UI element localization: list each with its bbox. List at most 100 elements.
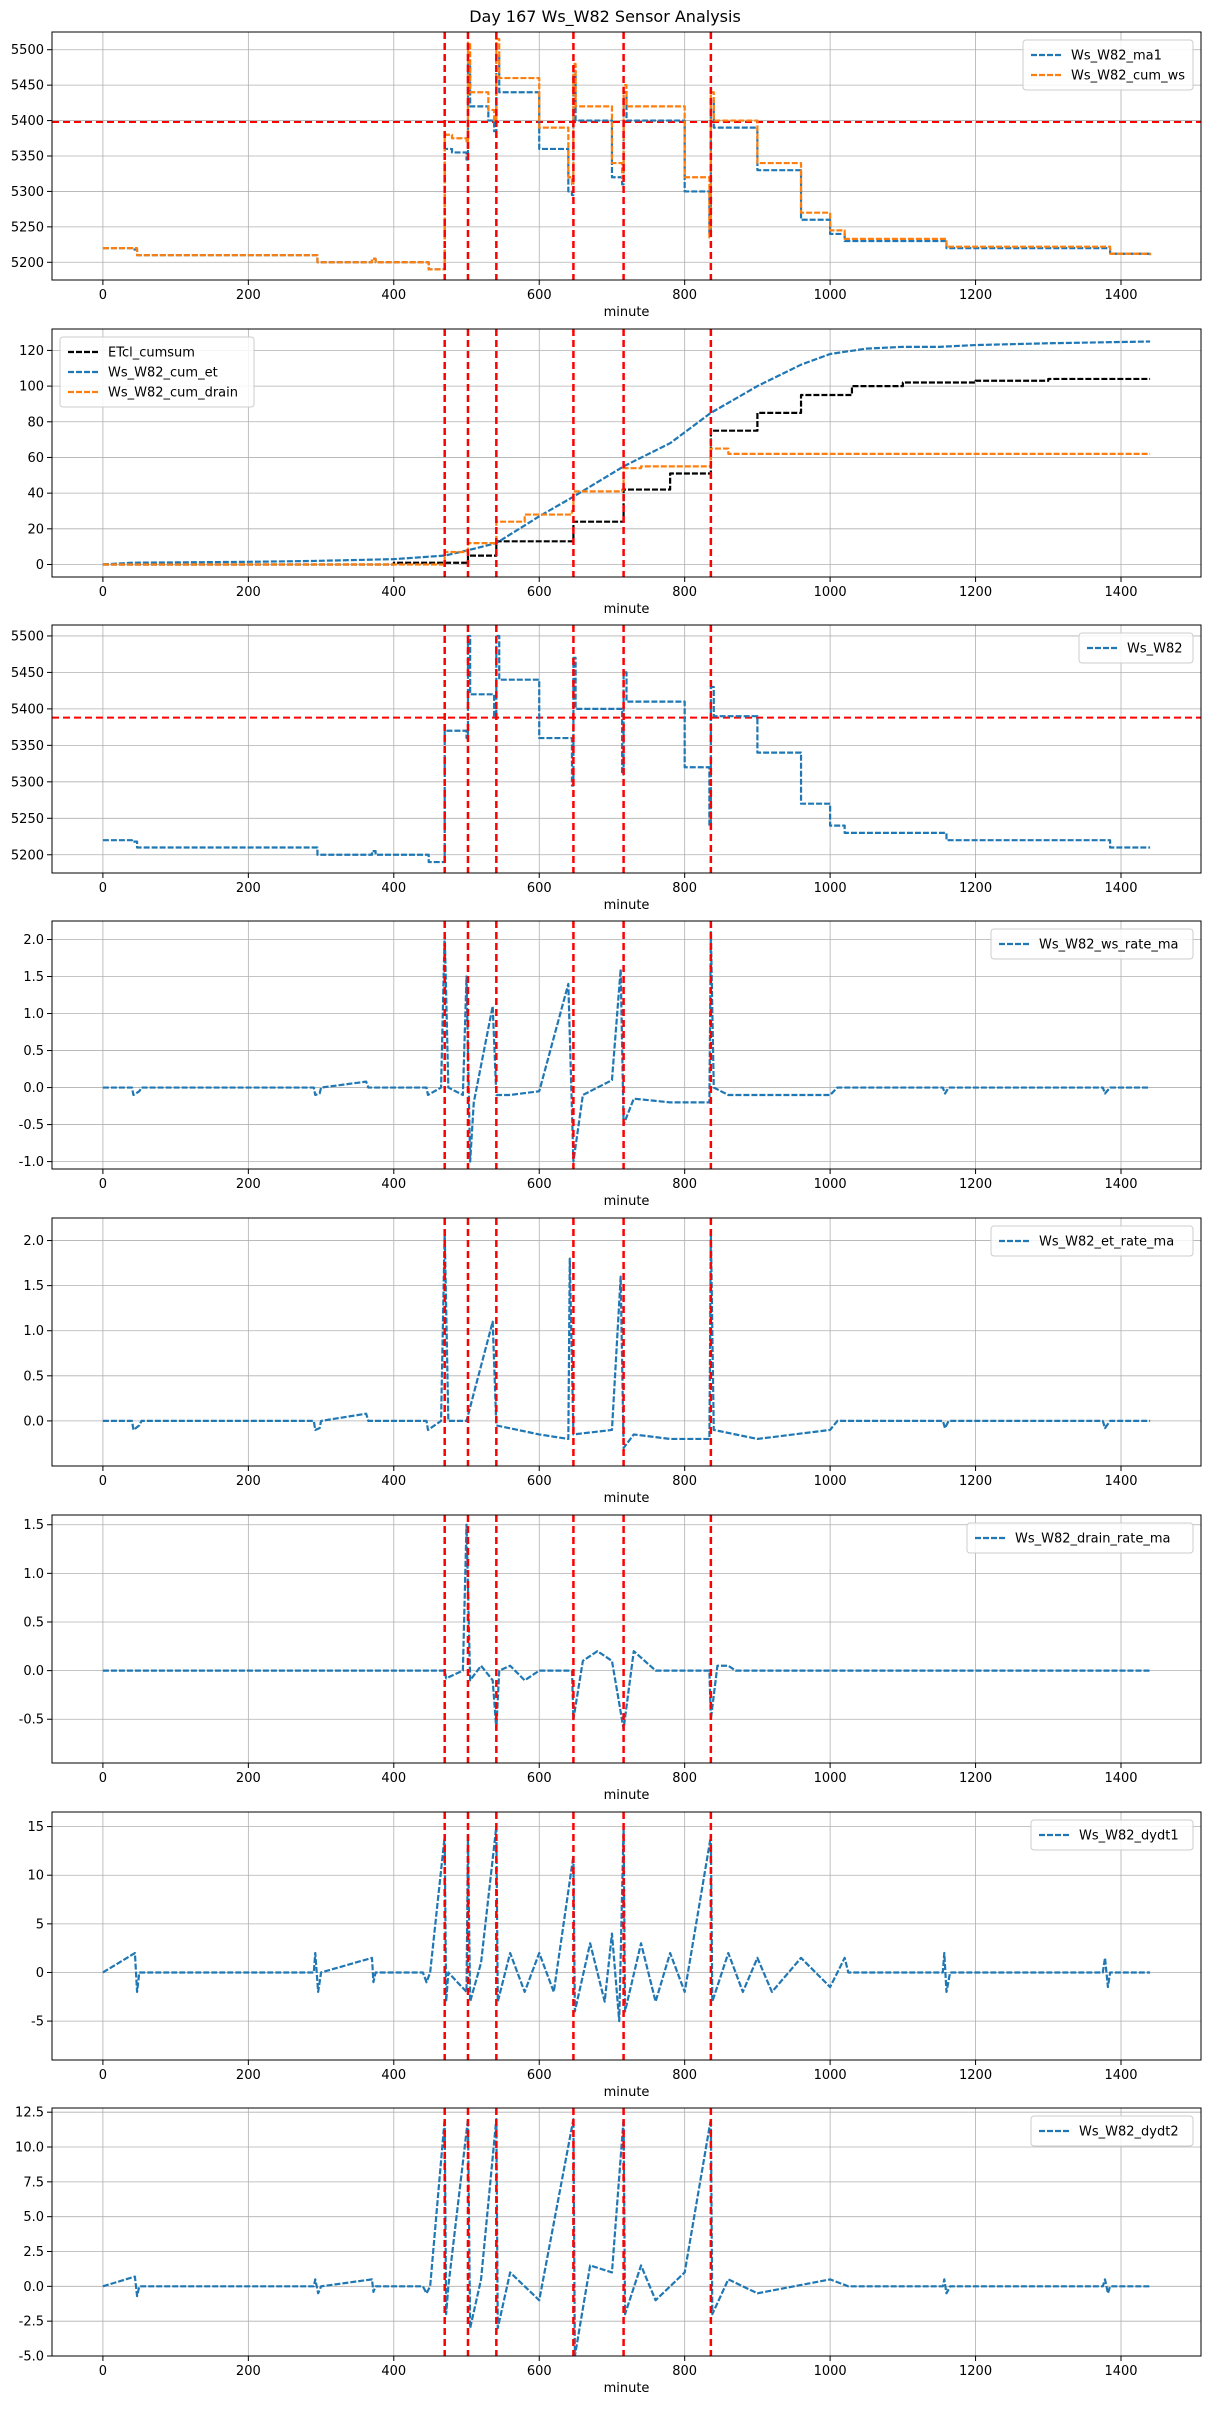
legend: Ws_W82_et_rate_ma bbox=[990, 1225, 1194, 1257]
y-tick-label: 5450 bbox=[11, 79, 44, 94]
y-tick-label: 5350 bbox=[11, 739, 44, 754]
y-tick-label: 1.5 bbox=[23, 1279, 44, 1294]
x-tick-label: 400 bbox=[381, 1177, 406, 1192]
x-tick-label: 1400 bbox=[1104, 2364, 1137, 2379]
y-tick-label: 0.0 bbox=[23, 1414, 44, 1429]
x-tick-label: 200 bbox=[236, 2364, 261, 2379]
y-tick-label: 2.0 bbox=[23, 1234, 44, 1249]
chart-panel-8: 0 200 400 600 800 1000 1200 1400 -5.0 -2.5 0.0 2.5 5… bbox=[15, 2106, 1202, 2396]
y-tick-label: 2.5 bbox=[23, 2245, 44, 2260]
chart-panel-2: 0 200 400 600 800 1000 1200 1400 0 20 40 60 80 100 120… bbox=[19, 328, 1202, 617]
legend: Ws_W82_ws_rate_ma bbox=[990, 928, 1194, 960]
y-tick-label: 5200 bbox=[11, 256, 44, 271]
legend-label: Ws_W82_et_rate_ma bbox=[1039, 1235, 1174, 1250]
x-tick-label: 1400 bbox=[1104, 585, 1137, 600]
x-tick-label: 800 bbox=[672, 585, 697, 600]
x-tick-label: 400 bbox=[381, 881, 406, 896]
x-tick-label: 600 bbox=[527, 881, 552, 896]
y-tick-label: 5.0 bbox=[23, 2210, 44, 2225]
y-tick-label: 5250 bbox=[11, 812, 44, 827]
x-tick-label: 600 bbox=[527, 1771, 552, 1786]
legend: Ws_W82 bbox=[1078, 632, 1194, 664]
series-line-Ws_W82_ws_rate_ma bbox=[102, 931, 1151, 1163]
y-tick-label: -0.5 bbox=[19, 1118, 44, 1133]
x-axis-label: minute bbox=[604, 2085, 650, 2100]
chart-panel-4: 0 200 400 600 800 1000 1200 1400 -1.0 -0.5 0.0 0.5 1… bbox=[19, 920, 1202, 1209]
axes-frame bbox=[51, 624, 1202, 874]
y-tick-label: 10 bbox=[27, 1869, 44, 1884]
x-tick-label: 0 bbox=[99, 881, 107, 896]
y-tick-label: 5400 bbox=[11, 702, 44, 717]
chart-panel-3: 0 200 400 600 800 1000 1200 1400 5200 5250 5300 535… bbox=[11, 624, 1202, 913]
plot-area bbox=[102, 37, 1152, 271]
x-axis-label: minute bbox=[604, 602, 650, 617]
x-tick-label: 200 bbox=[236, 288, 261, 303]
x-tick-label: 200 bbox=[236, 1474, 261, 1489]
legend-label: Ws_W82_dydt2 bbox=[1079, 2125, 1179, 2140]
legend: Ws_W82_drain_rate_ma bbox=[966, 1522, 1194, 1554]
y-tick-label: 5450 bbox=[11, 666, 44, 681]
y-tick-label: -1.0 bbox=[19, 1155, 44, 1170]
y-tick-label: 0.5 bbox=[23, 1615, 44, 1630]
x-axis-label: minute bbox=[604, 1491, 650, 1506]
x-axis-label: minute bbox=[604, 1788, 650, 1803]
x-tick-label: 800 bbox=[672, 2068, 697, 2083]
series-line-Ws_W82_dydt1 bbox=[102, 1825, 1151, 2023]
y-tick-label: 0.0 bbox=[23, 1081, 44, 1096]
x-tick-label: 400 bbox=[381, 2364, 406, 2379]
legend-box bbox=[990, 1225, 1194, 1257]
y-tick-label: 40 bbox=[27, 487, 44, 502]
x-tick-label: 1200 bbox=[959, 585, 992, 600]
x-tick-label: 1000 bbox=[814, 1771, 847, 1786]
x-axis-label: minute bbox=[604, 1194, 650, 1209]
y-tick-label: 1.0 bbox=[23, 1324, 44, 1339]
legend-box bbox=[1022, 39, 1194, 91]
y-tick-label: -5.0 bbox=[19, 2350, 44, 2365]
x-tick-label: 600 bbox=[527, 1474, 552, 1489]
x-tick-label: 200 bbox=[236, 2068, 261, 2083]
y-tick-label: -0.5 bbox=[19, 1713, 44, 1728]
legend-label: Ws_W82_dydt1 bbox=[1079, 1829, 1179, 1844]
legend-label: Ws_W82_ws_rate_ma bbox=[1039, 938, 1178, 953]
x-tick-label: 800 bbox=[672, 288, 697, 303]
y-tick-label: 1.0 bbox=[23, 1007, 44, 1022]
x-axis-label: minute bbox=[604, 305, 650, 320]
chart-panel-6: 0 200 400 600 800 1000 1200 1400 -0.5 0.0 0.5 1.0 1.… bbox=[19, 1514, 1202, 1803]
y-tick-label: 80 bbox=[27, 415, 44, 430]
x-tick-label: 1200 bbox=[959, 2364, 992, 2379]
series-line-ETcl_cumsum bbox=[102, 377, 1151, 566]
axes-frame bbox=[51, 1514, 1202, 1764]
axes-frame bbox=[51, 2107, 1202, 2357]
x-tick-label: 0 bbox=[99, 2068, 107, 2083]
y-tick-label: 0.5 bbox=[23, 1369, 44, 1384]
x-tick-label: 600 bbox=[527, 585, 552, 600]
y-tick-label: 0.0 bbox=[23, 1664, 44, 1679]
plot-area bbox=[102, 1825, 1151, 2023]
legend-label: Ws_W82_cum_ws bbox=[1071, 69, 1185, 84]
x-tick-label: 800 bbox=[672, 2364, 697, 2379]
series-line-Ws_W82_et_rate_ma bbox=[102, 1230, 1151, 1450]
legend-label: Ws_W82_drain_rate_ma bbox=[1015, 1532, 1170, 1547]
x-tick-label: 1000 bbox=[814, 585, 847, 600]
legend-box bbox=[1078, 632, 1194, 664]
legend-label: Ws_W82_ma1 bbox=[1071, 49, 1162, 64]
legend: Ws_W82_dydt2 bbox=[1030, 2115, 1194, 2147]
x-tick-label: 800 bbox=[672, 1474, 697, 1489]
y-tick-label: 2.0 bbox=[23, 933, 44, 948]
x-tick-label: 1400 bbox=[1104, 288, 1137, 303]
legend-box bbox=[966, 1522, 1194, 1554]
x-tick-label: 800 bbox=[672, 881, 697, 896]
plot-area bbox=[102, 340, 1151, 566]
chart-panel-7: 0 200 400 600 800 1000 1200 1400 -5 0 5 10 15 minute W… bbox=[27, 1811, 1202, 2100]
x-tick-label: 0 bbox=[99, 1771, 107, 1786]
y-tick-label: -5 bbox=[31, 2015, 44, 2030]
series-line-Ws_W82 bbox=[102, 634, 1151, 864]
y-tick-label: 1.5 bbox=[23, 1518, 44, 1533]
x-tick-label: 0 bbox=[99, 585, 107, 600]
x-tick-label: 600 bbox=[527, 2068, 552, 2083]
y-tick-label: 5350 bbox=[11, 150, 44, 165]
x-tick-label: 1000 bbox=[814, 1177, 847, 1192]
y-tick-label: 12.5 bbox=[15, 2106, 44, 2121]
x-axis-label: minute bbox=[604, 2381, 650, 2396]
